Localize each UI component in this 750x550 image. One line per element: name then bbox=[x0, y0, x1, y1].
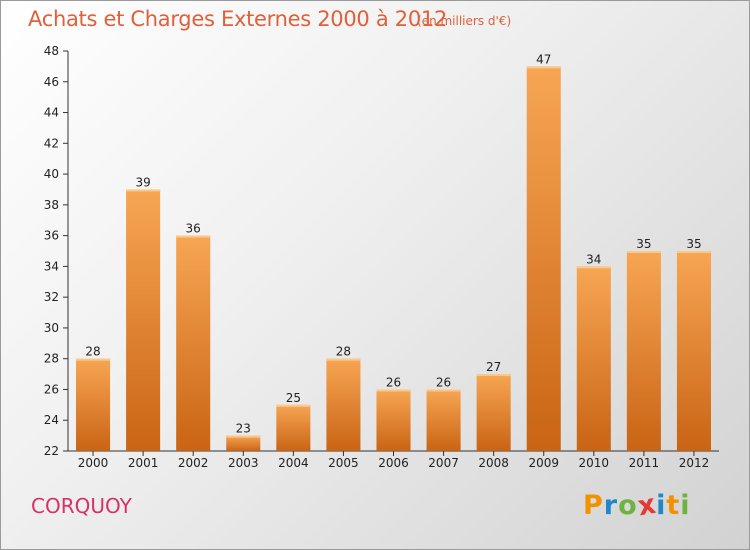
x-tick-label: 2009 bbox=[528, 456, 559, 470]
proxiti-logo: Proxiti bbox=[583, 489, 691, 523]
chart-bars bbox=[76, 66, 711, 451]
bar-highlight bbox=[526, 66, 561, 69]
x-tick-label: 2006 bbox=[378, 456, 409, 470]
x-tick-label: 2000 bbox=[78, 456, 109, 470]
logo-letter: r bbox=[603, 490, 619, 521]
bar-value-label: 26 bbox=[386, 375, 401, 389]
bar bbox=[526, 66, 561, 451]
x-tick-label: 2003 bbox=[228, 456, 259, 470]
y-tick-label: 42 bbox=[44, 136, 59, 150]
bar-value-label: 34 bbox=[586, 252, 601, 266]
chart-title: Achats et Charges Externes 2000 à 2012 bbox=[28, 7, 448, 31]
bar-value-label: 26 bbox=[436, 375, 451, 389]
bar bbox=[426, 389, 461, 451]
logo-letter: P bbox=[583, 490, 604, 521]
bar-highlight bbox=[576, 266, 611, 269]
bar-value-label: 27 bbox=[486, 360, 501, 374]
y-tick-label: 44 bbox=[44, 106, 59, 120]
bar-highlight bbox=[426, 389, 461, 392]
bar-value-label: 35 bbox=[636, 237, 651, 251]
bar bbox=[126, 189, 161, 451]
bar-highlight bbox=[226, 435, 261, 438]
x-tick-label: 2001 bbox=[128, 456, 159, 470]
bar-highlight bbox=[76, 358, 111, 361]
y-tick-label: 22 bbox=[44, 444, 59, 458]
bar-highlight bbox=[476, 374, 511, 377]
bar-highlight bbox=[376, 389, 411, 392]
bar-highlight bbox=[276, 404, 311, 407]
y-tick-label: 38 bbox=[44, 198, 59, 212]
bar bbox=[376, 389, 411, 451]
x-tick-label: 2010 bbox=[579, 456, 610, 470]
logo-letter: o bbox=[618, 490, 638, 521]
bar-value-label: 28 bbox=[336, 345, 351, 359]
bar bbox=[176, 235, 211, 451]
bar-value-label: 25 bbox=[286, 391, 301, 405]
bar-value-label: 35 bbox=[686, 237, 701, 251]
town-name: CORQUOY bbox=[31, 494, 132, 518]
y-tick-label: 36 bbox=[44, 229, 59, 243]
x-tick-label: 2007 bbox=[428, 456, 459, 470]
x-tick-label: 2002 bbox=[178, 456, 209, 470]
bar-value-label: 47 bbox=[536, 52, 551, 66]
x-tick-label: 2005 bbox=[328, 456, 359, 470]
logo-letter: i bbox=[680, 490, 691, 521]
bar bbox=[676, 251, 711, 451]
chart-axes: 22 24 26 28 30 32 34 36 38 40 42 44 46 48 2000 2001 2002… bbox=[44, 44, 719, 470]
bar bbox=[326, 358, 361, 451]
bar bbox=[576, 266, 611, 451]
y-tick-label: 26 bbox=[44, 382, 59, 396]
bar-value-label: 28 bbox=[85, 345, 100, 359]
x-tick-label: 2012 bbox=[679, 456, 710, 470]
bar bbox=[476, 374, 511, 451]
bar-highlight bbox=[676, 251, 711, 253]
chart-unit-note: (en milliers d'€) bbox=[417, 14, 512, 28]
y-tick-label: 30 bbox=[44, 321, 59, 335]
bar-highlight bbox=[126, 189, 161, 192]
y-tick-label: 24 bbox=[44, 413, 59, 427]
bar-highlight bbox=[326, 358, 361, 361]
bar bbox=[626, 251, 661, 451]
y-tick-label: 40 bbox=[44, 167, 59, 181]
y-tick-label: 34 bbox=[44, 259, 59, 273]
x-tick-label: 2011 bbox=[629, 456, 660, 470]
x-tick-label: 2004 bbox=[278, 456, 309, 470]
y-tick-label: 46 bbox=[44, 75, 59, 89]
bar-highlight bbox=[626, 251, 661, 253]
bar-value-label: 39 bbox=[135, 175, 150, 189]
bar-value-label: 36 bbox=[186, 222, 201, 236]
bar bbox=[76, 358, 111, 451]
chart-data-labels: 28 39 36 23 25 28 26 26 27 47 34 35 35 bbox=[85, 52, 701, 435]
logo-letter: i bbox=[656, 490, 667, 521]
x-tick-label: 2008 bbox=[478, 456, 509, 470]
bar bbox=[226, 435, 261, 451]
y-tick-label: 28 bbox=[44, 352, 59, 366]
bar-value-label: 23 bbox=[236, 422, 251, 436]
bar-highlight bbox=[176, 235, 211, 238]
bar bbox=[276, 404, 311, 451]
logo-letter: t bbox=[666, 490, 681, 521]
y-tick-label: 48 bbox=[44, 44, 59, 58]
y-tick-label: 32 bbox=[44, 290, 59, 304]
